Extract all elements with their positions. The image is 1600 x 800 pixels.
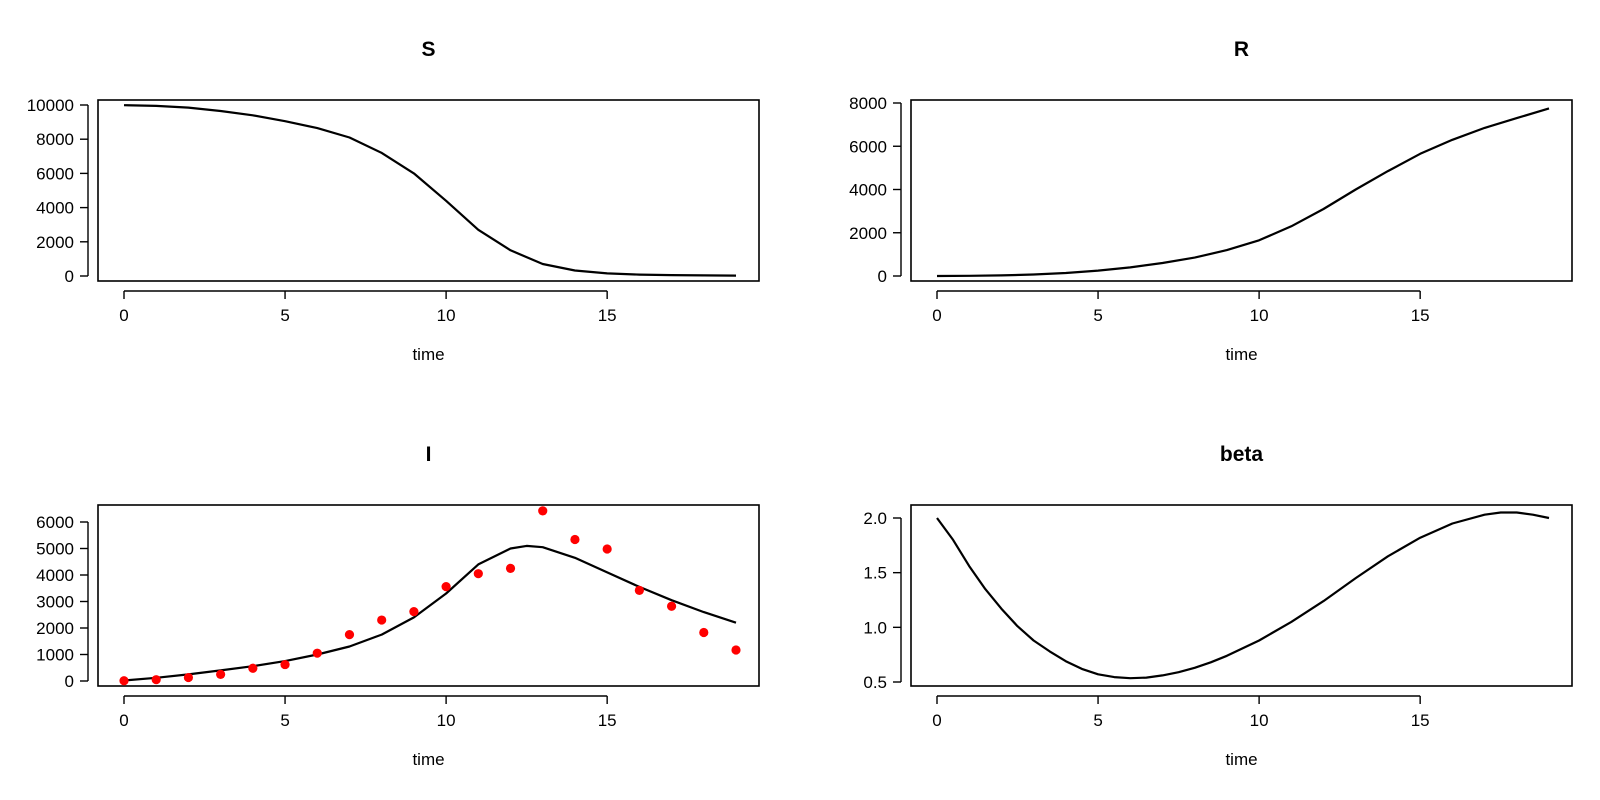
x-tick-label: 15: [1411, 306, 1430, 325]
x-tick-label: 10: [1250, 711, 1269, 730]
data-point: [699, 627, 709, 638]
x-axis-label: time: [412, 345, 444, 364]
y-tick-label: 0: [878, 267, 887, 286]
plot-frame: [97, 504, 760, 687]
x-tick-label: 0: [119, 711, 128, 730]
data-point: [634, 585, 644, 595]
y-tick-label: 2000: [36, 619, 74, 638]
data-point: [505, 563, 516, 573]
data-point: [183, 672, 194, 683]
data-point: [280, 659, 290, 670]
data-point: [666, 601, 677, 611]
series-line: [123, 104, 737, 277]
plot-frame: [910, 504, 1573, 687]
x-tick-label: 0: [932, 306, 941, 325]
y-tick-label: 10000: [27, 96, 74, 115]
y-tick-label: 0: [65, 267, 74, 286]
y-tick-label: 2000: [36, 233, 74, 252]
series-line: [936, 107, 1550, 278]
x-tick-label: 10: [437, 306, 456, 325]
data-point: [216, 669, 226, 679]
x-axis-label: time: [1225, 750, 1257, 769]
y-tick-label: 1.0: [863, 618, 887, 637]
panel-title: beta: [1220, 443, 1264, 466]
y-tick-label: 0.5: [863, 673, 887, 692]
data-point: [731, 645, 741, 655]
panel-2: I 0 5 10 15 time 0 1000 2000 3000 4000 5000 6000: [36, 443, 760, 769]
data-point: [409, 606, 419, 617]
y-tick-label: 4000: [36, 566, 74, 585]
y-tick-label: 4000: [849, 181, 887, 200]
y-tick-label: 8000: [849, 94, 887, 113]
x-axis-label: time: [1225, 345, 1257, 364]
data-point: [151, 675, 161, 685]
y-tick-label: 1.5: [863, 564, 887, 583]
y-tick-label: 6000: [849, 137, 887, 156]
panel-1: R 0 5 10 15 time 0 2000 4000 6000 8000: [849, 38, 1573, 364]
panel-0: S 0 5 10 15 time 0 2000 4000 6000 8000 10000: [27, 38, 760, 364]
x-tick-label: 10: [1250, 306, 1269, 325]
y-tick-label: 3000: [36, 593, 74, 612]
y-tick-label: 6000: [36, 513, 74, 532]
series-line: [123, 544, 737, 682]
plot-frame: [97, 99, 760, 282]
series-line: [936, 511, 1550, 680]
x-tick-label: 0: [932, 711, 941, 730]
data-point: [473, 569, 483, 579]
y-tick-label: 6000: [36, 164, 74, 183]
y-tick-label: 2000: [849, 224, 887, 243]
y-tick-label: 2.0: [863, 509, 887, 528]
x-tick-label: 15: [598, 306, 617, 325]
x-tick-label: 5: [280, 711, 289, 730]
x-tick-label: 10: [437, 711, 456, 730]
y-tick-label: 5000: [36, 540, 74, 559]
data-point: [248, 663, 258, 673]
y-tick-label: 1000: [36, 646, 74, 665]
x-tick-label: 5: [280, 306, 289, 325]
panel-3: beta 0 5 10 15 time 0.5 1.0 1.5 2.0: [863, 443, 1573, 769]
y-tick-label: 8000: [36, 130, 74, 149]
data-point: [441, 582, 451, 592]
x-tick-label: 5: [1093, 306, 1102, 325]
panel-title: I: [426, 443, 432, 466]
x-axis-label: time: [412, 750, 444, 769]
panel-title: S: [421, 38, 435, 61]
data-point: [377, 615, 387, 625]
data-point: [119, 676, 129, 686]
data-point: [312, 648, 322, 658]
data-point: [344, 630, 355, 640]
panel-title: R: [1234, 38, 1249, 61]
x-tick-label: 5: [1093, 711, 1102, 730]
data-point: [602, 544, 612, 554]
plot-frame: [910, 99, 1573, 282]
y-tick-label: 0: [65, 672, 74, 691]
x-tick-label: 15: [598, 711, 617, 730]
x-tick-label: 15: [1411, 711, 1430, 730]
x-tick-label: 0: [119, 306, 128, 325]
y-tick-label: 4000: [36, 199, 74, 218]
data-point: [538, 506, 548, 516]
data-point: [570, 534, 580, 545]
